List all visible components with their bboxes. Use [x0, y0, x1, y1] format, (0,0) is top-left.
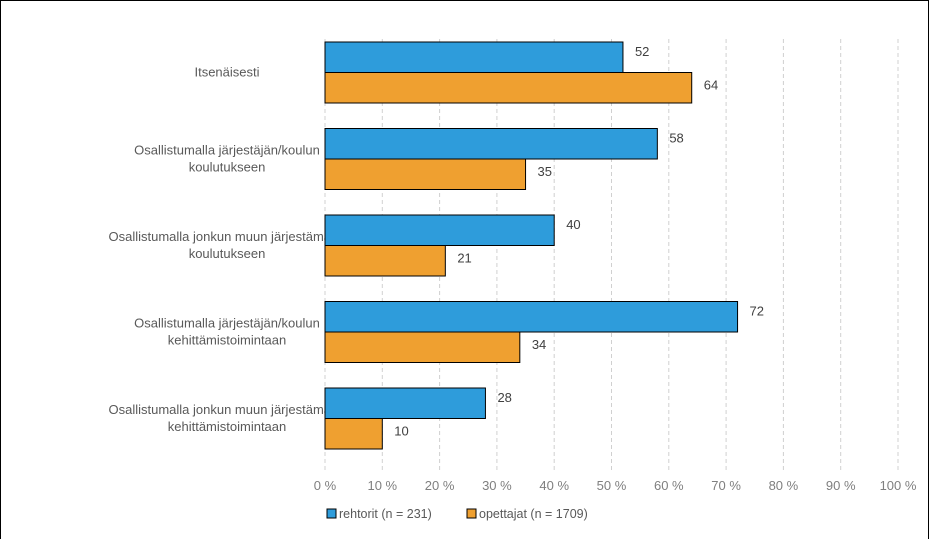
data-label: 52 [635, 44, 649, 59]
bar [324, 214, 555, 246]
x-tick-label: 40 % [539, 478, 569, 493]
data-label: 58 [669, 131, 683, 146]
x-tick-label: 60 % [654, 478, 684, 493]
x-tick-label: 10 % [367, 478, 397, 493]
data-labels: 52 64 58 35 40 21 72 34 28 10 [394, 44, 764, 439]
legend-swatch [466, 508, 477, 519]
bars [324, 41, 739, 450]
legend-label: opettajat (n = 1709) [479, 507, 588, 521]
legend: rehtorit (n = 231) opettajat (n = 1709) [326, 507, 588, 521]
category-label: koulutukseen [189, 246, 266, 261]
category-label: Osallistumalla jonkun muun järjestämään [108, 229, 345, 244]
x-tick-label: 50 % [597, 478, 627, 493]
category-label: kehittämistoimintaan [168, 419, 287, 434]
data-label: 35 [538, 164, 552, 179]
category-labels: Itsenäisesti Osallistumalla järjestäjän/k… [108, 65, 345, 435]
category-label: Itsenäisesti [194, 65, 259, 80]
bar [324, 72, 693, 104]
legend-label: rehtorit (n = 231) [339, 507, 432, 521]
data-label: 72 [750, 304, 764, 319]
x-axis-tick-labels: 0 % 10 % 20 % 30 % 40 % 50 % 60 % 70 % 80 % 90 % 1… [314, 478, 917, 493]
data-label: 21 [457, 251, 471, 266]
category-label: kehittämistoimintaan [168, 333, 287, 348]
category-label: Osallistumalla jonkun muun järjestämään [108, 402, 345, 417]
data-label: 40 [566, 217, 580, 232]
x-tick-label: 90 % [826, 478, 856, 493]
bar [324, 245, 446, 277]
x-tick-label: 30 % [482, 478, 512, 493]
data-label: 28 [497, 390, 511, 405]
x-tick-label: 70 % [711, 478, 741, 493]
category-label: Osallistumalla järjestäjän/koulun [134, 316, 320, 331]
data-label: 10 [394, 424, 408, 439]
x-tick-label: 100 % [880, 478, 917, 493]
bar [324, 331, 521, 363]
x-tick-label: 80 % [769, 478, 799, 493]
legend-swatch [326, 508, 337, 519]
x-tick-label: 0 % [314, 478, 337, 493]
category-label: koulutukseen [189, 160, 266, 175]
bar [324, 128, 658, 160]
bar [324, 418, 383, 450]
bar [324, 301, 739, 333]
bar [324, 41, 624, 73]
bar [324, 387, 486, 419]
data-label: 64 [704, 78, 718, 93]
category-label: Osallistumalla järjestäjän/koulun [134, 143, 320, 158]
bar [324, 158, 527, 190]
data-label: 34 [532, 337, 546, 352]
x-tick-label: 20 % [425, 478, 455, 493]
